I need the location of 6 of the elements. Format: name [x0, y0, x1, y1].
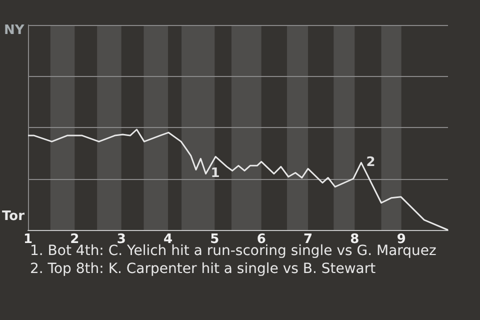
text: Tor — [2, 209, 26, 224]
x-tick-label: 1 — [23, 232, 33, 247]
text: 2. Top 8th: K. Carpenter hit a single vs B. Stewart — [30, 261, 376, 277]
annotation: 1 — [210, 166, 220, 182]
text: NY — [4, 23, 25, 38]
annotation: 2 — [366, 155, 376, 170]
